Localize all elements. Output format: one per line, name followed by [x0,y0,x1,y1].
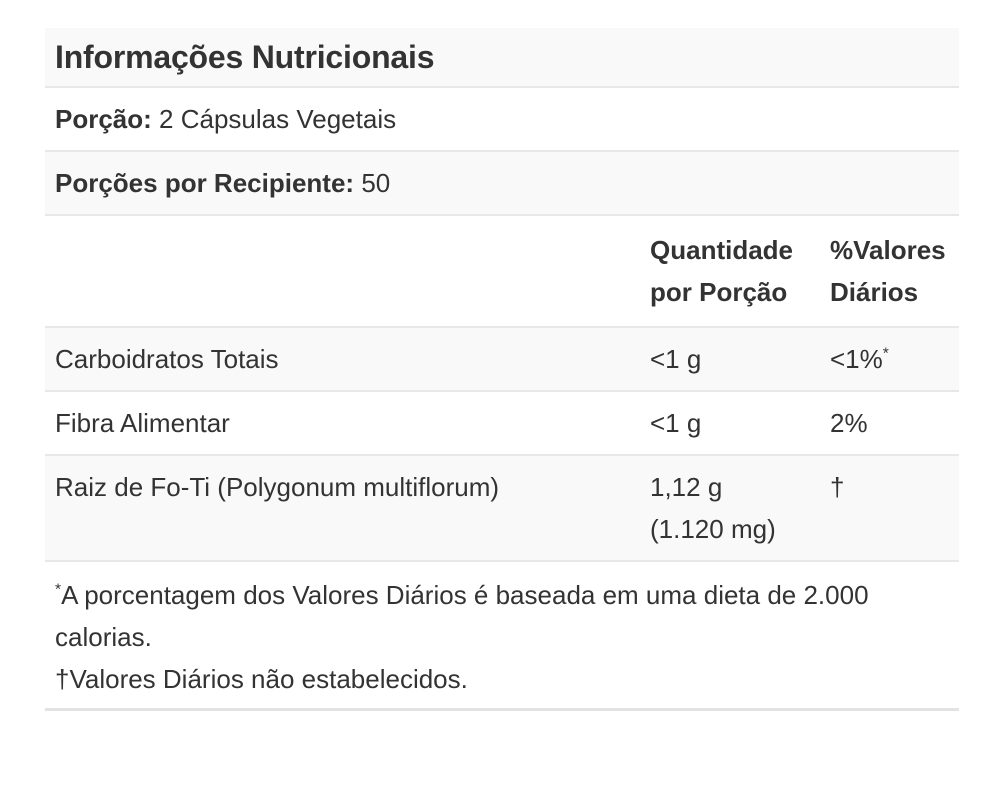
amount-grams: 1,12 g [650,472,723,502]
table-row: Carboidratos Totais <1 g <1%* [45,328,959,392]
nutrition-facts-panel: Informações Nutricionais Porção: 2 Cápsu… [45,28,959,711]
table-row: Raiz de Fo-Ti (Polygonum multiflorum) 1,… [45,456,959,562]
asterisk-mark: * [55,581,62,599]
nutrient-amount: 1,12 g (1.120 mg) [650,466,830,550]
servings-per-container-value: 50 [361,168,391,198]
daily-value-footnote: *A porcentagem dos Valores Diários é bas… [55,574,949,658]
dv-value: 2% [830,408,868,438]
nutrient-daily-value: † [830,466,949,550]
table-row: Fibra Alimentar <1 g 2% [45,392,959,456]
amount-milligrams: (1.120 mg) [650,514,776,544]
servings-per-container-row: Porções por Recipiente: 50 [45,152,959,216]
nutrient-name: Fibra Alimentar [55,408,230,438]
nutrient-name: Raiz de Fo-Ti (Polygonum multiflorum) [55,472,500,502]
header-daily-value: %Valores Diários [830,235,946,307]
nutrient-daily-value: <1%* [830,338,949,380]
serving-size-value: 2 Cápsulas Vegetais [159,104,397,134]
serving-size-row: Porção: 2 Cápsulas Vegetais [45,88,959,152]
dagger-footnote: †Valores Diários não estabelecidos. [55,664,468,694]
serving-size-label: Porção: [55,104,152,134]
footnotes: *A porcentagem dos Valores Diários é bas… [45,562,959,711]
daily-value-footnote-text: A porcentagem dos Valores Diários é base… [55,580,869,652]
dv-value: <1% [830,344,883,374]
nutrient-name: Carboidratos Totais [55,344,279,374]
dv-asterisk-mark: * [882,345,889,363]
title-band: Informações Nutricionais [45,28,959,88]
servings-per-container-label: Porções por Recipiente: [55,168,355,198]
table-header-row: Quantidade por Porção %Valores Diários [45,216,959,328]
nutrient-amount: <1 g [650,408,702,438]
panel-title: Informações Nutricionais [55,39,435,75]
nutrient-amount: <1 g [650,344,702,374]
dv-dagger: † [830,472,845,502]
header-spacer [55,229,650,313]
nutrient-daily-value: 2% [830,402,949,444]
header-amount-per-serving: Quantidade por Porção [650,235,794,307]
